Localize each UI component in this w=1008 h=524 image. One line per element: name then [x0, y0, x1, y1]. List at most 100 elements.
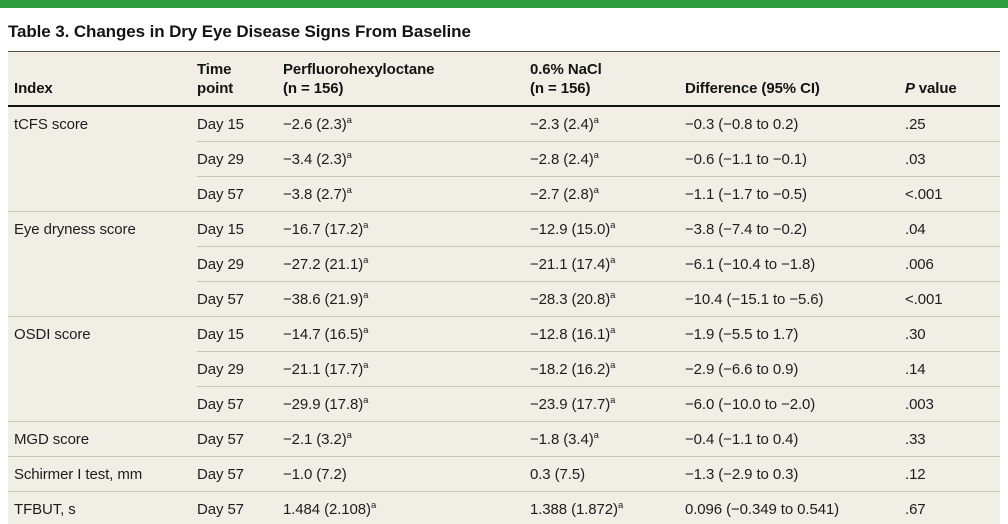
- footnote-marker: a: [593, 150, 599, 161]
- table-body: tCFS score Day 15 −2.6 (2.3)a −2.3 (2.4)…: [8, 105, 1000, 524]
- cell-pvalue: .006: [905, 246, 1000, 282]
- cell-timepoint: Day 15: [197, 105, 283, 142]
- cell-pfh: −14.7 (16.5)a: [283, 316, 530, 352]
- cell-pvalue: <.001: [905, 176, 1000, 212]
- cell-pvalue: .67: [905, 491, 1000, 524]
- cell-nacl: 1.388 (1.872)a: [530, 491, 685, 524]
- cell-pvalue: .25: [905, 105, 1000, 142]
- cell-timepoint: Day 57: [197, 281, 283, 317]
- cell-timepoint: Day 57: [197, 386, 283, 422]
- cell-pfh: −38.6 (21.9)a: [283, 281, 530, 317]
- footnote-marker: a: [346, 150, 352, 161]
- cell-pvalue: .14: [905, 351, 1000, 387]
- cell-nacl-value: −21.1 (17.4): [530, 256, 611, 273]
- cell-pfh: −16.7 (17.2)a: [283, 211, 530, 247]
- row-index-schirmer: Schirmer I test, mm: [8, 456, 197, 492]
- table-row: Day 57 −29.9 (17.8)a −23.9 (17.7)a −6.0 …: [8, 386, 1000, 422]
- table-row: Day 29 −21.1 (17.7) a −18.2 (16.2)a −2.9 …: [8, 351, 1000, 387]
- footnote-marker: a: [363, 255, 369, 266]
- footnote-marker: a: [610, 395, 616, 406]
- cell-nacl: −12.9 (15.0)a: [530, 211, 685, 247]
- cell-pvalue: .04: [905, 211, 1000, 247]
- cell-timepoint: Day 15: [197, 316, 283, 352]
- cell-difference: −6.0 (−10.0 to −2.0): [685, 386, 905, 422]
- footnote-marker: a: [593, 115, 599, 126]
- cell-difference: −2.9 (−6.6 to 0.9): [685, 351, 905, 387]
- cell-nacl: −2.8 (2.4)a: [530, 141, 685, 177]
- cell-nacl-value: 0.3 (7.5): [530, 466, 585, 483]
- table-row: Schirmer I test, mm Day 57 −1.0 (7.2) 0.…: [8, 456, 1000, 492]
- cell-nacl: −28.3 (20.8)a: [530, 281, 685, 317]
- col-header-perfluorohexyloctane-line1: Perfluorohexyloctane: [283, 61, 435, 78]
- cell-pfh-value: −29.9 (17.8): [283, 396, 364, 413]
- data-table: Index Time point Perfluorohexyloctane (n…: [8, 51, 1000, 524]
- accent-bar: [0, 0, 1008, 8]
- table-header: Index Time point Perfluorohexyloctane (n…: [8, 51, 1000, 107]
- col-header-perfluorohexyloctane: Perfluorohexyloctane (n = 156): [283, 51, 530, 107]
- cell-nacl: −18.2 (16.2)a: [530, 351, 685, 387]
- cell-pfh: −27.2 (21.1)a: [283, 246, 530, 282]
- cell-pfh: −2.6 (2.3)a: [283, 105, 530, 142]
- cell-pfh-value: −3.8 (2.7): [283, 186, 347, 203]
- cell-difference: −10.4 (−15.1 to −5.6): [685, 281, 905, 317]
- cell-pvalue: .30: [905, 316, 1000, 352]
- cell-nacl-value: −2.3 (2.4): [530, 116, 594, 133]
- table-row: Day 29 −27.2 (21.1)a −21.1 (17.4)a −6.1 …: [8, 246, 1000, 282]
- cell-nacl: −1.8 (3.4)a: [530, 421, 685, 457]
- cell-nacl-value: −12.8 (16.1): [530, 326, 611, 343]
- footnote-marker: a: [346, 430, 352, 441]
- cell-timepoint: Day 29: [197, 351, 283, 387]
- cell-difference: −0.6 (−1.1 to −0.1): [685, 141, 905, 177]
- cell-pfh-value: −27.2 (21.1): [283, 256, 364, 273]
- cell-pvalue: <.001: [905, 281, 1000, 317]
- cell-difference: −3.8 (−7.4 to −0.2): [685, 211, 905, 247]
- col-header-pvalue-rest: value: [918, 80, 957, 97]
- cell-difference: −1.1 (−1.7 to −0.5): [685, 176, 905, 212]
- cell-nacl-value: −23.9 (17.7): [530, 396, 611, 413]
- row-index-tcfs: tCFS score: [8, 105, 197, 212]
- footnote-marker: a: [610, 290, 616, 301]
- cell-nacl-value: −2.8 (2.4): [530, 151, 594, 168]
- cell-timepoint: Day 57: [197, 176, 283, 212]
- row-index-mgd: MGD score: [8, 421, 197, 457]
- row-index-eye-dryness: Eye dryness score: [8, 211, 197, 317]
- cell-pfh-value: −21.1 (17.7): [283, 361, 364, 378]
- table-row: OSDI score Day 15 −14.7 (16.5)a −12.8 (1…: [8, 316, 1000, 422]
- cell-pfh-value: −2.6 (2.3): [283, 116, 347, 133]
- cell-difference: −0.4 (−1.1 to 0.4): [685, 421, 905, 457]
- col-header-nacl: 0.6% NaCl (n = 156): [530, 51, 685, 107]
- table-row: MGD score Day 57 −2.1 (3.2)a −1.8 (3.4)a…: [8, 421, 1000, 457]
- cell-difference: −1.3 (−2.9 to 0.3): [685, 456, 905, 492]
- col-header-timepoint: Time point: [197, 51, 283, 107]
- cell-pfh-value: −2.1 (3.2): [283, 431, 347, 448]
- cell-nacl: −21.1 (17.4)a: [530, 246, 685, 282]
- cell-nacl: 0.3 (7.5): [530, 456, 685, 492]
- footnote-marker: a: [363, 220, 369, 231]
- col-header-difference: Difference (95% CI): [685, 51, 905, 107]
- cell-nacl: −2.3 (2.4)a: [530, 105, 685, 142]
- footnote-marker: a: [610, 220, 616, 231]
- cell-pfh: −3.8 (2.7)a: [283, 176, 530, 212]
- cell-pfh: −29.9 (17.8)a: [283, 386, 530, 422]
- footnote-marker: a: [610, 360, 616, 371]
- cell-pfh: −1.0 (7.2): [283, 456, 530, 492]
- cell-timepoint: Day 15: [197, 211, 283, 247]
- cell-nacl-value: 1.388 (1.872): [530, 501, 618, 518]
- cell-pvalue: .03: [905, 141, 1000, 177]
- cell-nacl: −23.9 (17.7)a: [530, 386, 685, 422]
- cell-difference: −1.9 (−5.5 to 1.7): [685, 316, 905, 352]
- footnote-marker: a: [346, 115, 352, 126]
- table-row: Eye dryness score Day 15 −16.7 (17.2)a −…: [8, 211, 1000, 317]
- cell-nacl-value: −28.3 (20.8): [530, 291, 611, 308]
- col-header-timepoint-line1: Time: [197, 61, 232, 78]
- cell-pfh: −2.1 (3.2)a: [283, 421, 530, 457]
- cell-difference: 0.096 (−0.349 to 0.541): [685, 491, 905, 524]
- footnote-marker: a: [593, 430, 599, 441]
- cell-timepoint: Day 57: [197, 456, 283, 492]
- cell-pvalue: .12: [905, 456, 1000, 492]
- table-row: TFBUT, s Day 57 1.484 (2.108)a 1.388 (1.…: [8, 491, 1000, 524]
- cell-nacl-value: −12.9 (15.0): [530, 221, 611, 238]
- col-header-timepoint-line2: point: [197, 80, 234, 97]
- table-container: Index Time point Perfluorohexyloctane (n…: [8, 51, 1000, 524]
- cell-pfh-value: 1.484 (2.108): [283, 501, 371, 518]
